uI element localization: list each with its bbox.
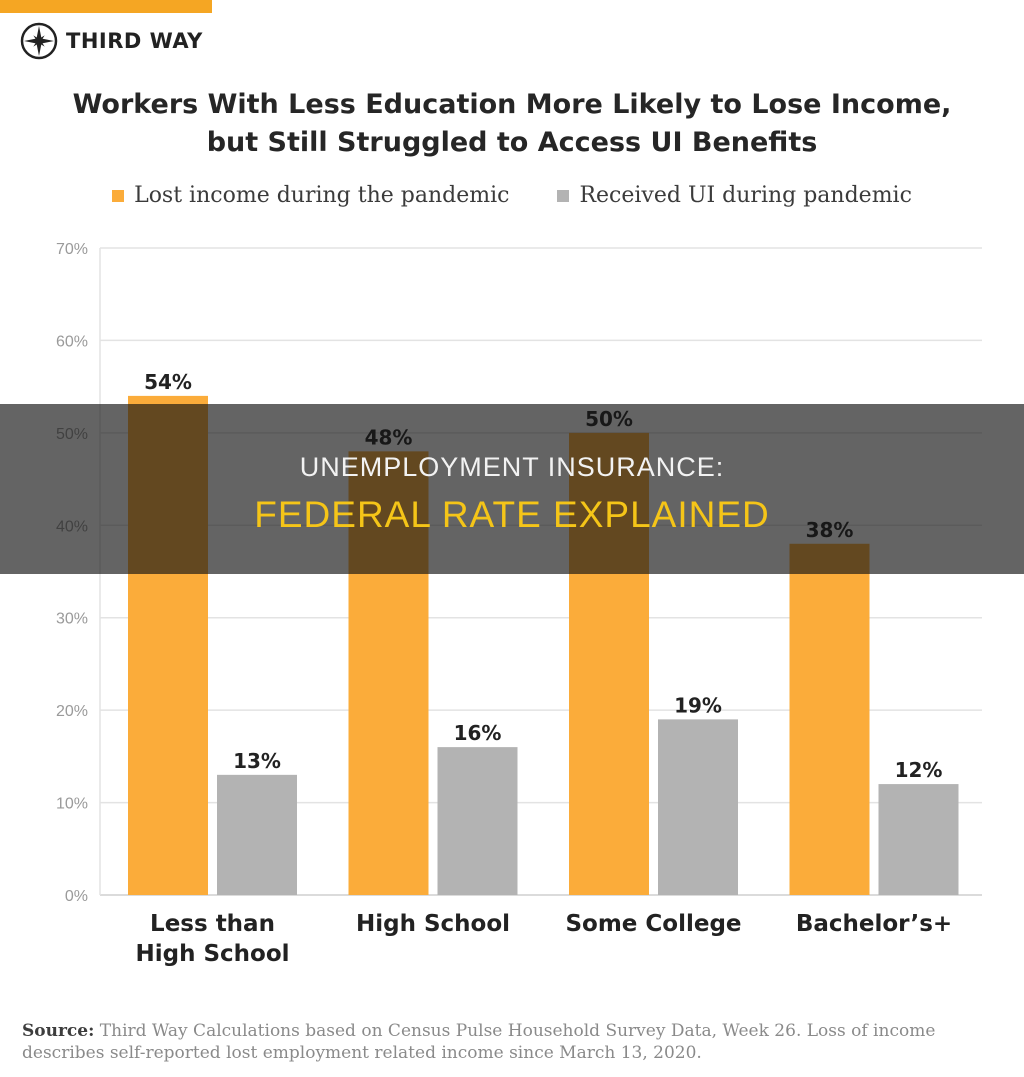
compass-star-icon xyxy=(20,22,58,60)
source-text: Third Way Calculations based on Census P… xyxy=(22,1021,936,1063)
y-tick-label: 0% xyxy=(65,888,88,905)
legend-swatch-gray xyxy=(557,189,570,202)
chart-legend: Lost income during the pandemic Received… xyxy=(0,183,1024,208)
x-category-label: Some College xyxy=(565,911,741,937)
x-category-label: High School xyxy=(135,941,289,967)
y-tick-label: 70% xyxy=(56,241,88,258)
source-note: Source: Third Way Calculations based on … xyxy=(22,1020,1002,1064)
y-tick-label: 10% xyxy=(56,796,88,813)
bar-received-ui xyxy=(437,747,518,895)
chart-title-line: but Still Struggled to Access UI Benefit… xyxy=(206,127,818,158)
x-category-label: Bachelor’s+ xyxy=(796,911,952,937)
x-category-label: High School xyxy=(356,911,510,937)
y-tick-label: 20% xyxy=(56,703,88,720)
bar-received-ui xyxy=(217,774,297,895)
legend-item-lost-income: Lost income during the pandemic xyxy=(112,183,509,208)
chart-title-line: Workers With Less Education More Likely … xyxy=(72,89,952,120)
bar-chart: 0%10%20%30%40%50%60%70%54%13%Less thanHi… xyxy=(56,241,982,967)
data-label: 12% xyxy=(895,758,943,782)
chart-title: Workers With Less Education More Likely … xyxy=(0,86,1024,162)
y-tick-label: 30% xyxy=(56,611,88,628)
legend-label: Received UI during pandemic xyxy=(579,183,912,208)
data-label: 13% xyxy=(233,749,281,773)
data-label: 16% xyxy=(454,721,502,745)
headline-line-2: FEDERAL RATE EXPLAINED xyxy=(254,494,770,535)
source-label: Source: xyxy=(22,1021,95,1041)
bar-received-ui xyxy=(878,784,959,895)
data-label: 19% xyxy=(674,693,722,717)
brand-logo: THIRD WAY xyxy=(20,22,203,60)
x-category-label: Less than xyxy=(150,911,275,937)
data-label: 54% xyxy=(144,370,192,394)
legend-label: Lost income during the pandemic xyxy=(134,183,510,208)
legend-swatch-orange xyxy=(112,189,125,202)
top-accent-bar xyxy=(0,0,212,13)
headline-overlay xyxy=(0,404,1024,574)
headline-line-1: UNEMPLOYMENT INSURANCE: xyxy=(299,452,725,482)
bar-lost-income xyxy=(789,543,870,895)
legend-item-received-ui: Received UI during pandemic xyxy=(557,183,912,208)
brand-name: THIRD WAY xyxy=(66,29,203,53)
bar-received-ui xyxy=(658,719,738,895)
y-tick-label: 60% xyxy=(56,333,88,350)
